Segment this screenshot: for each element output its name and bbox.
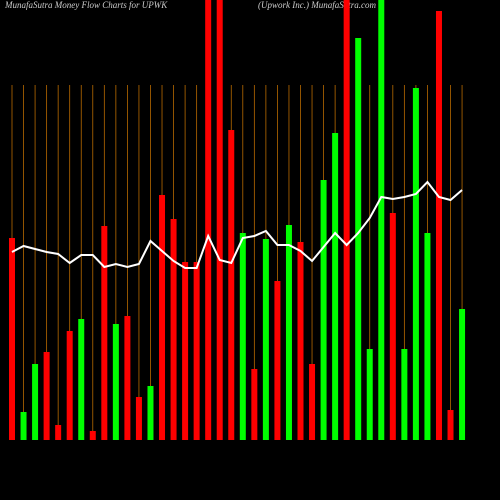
bar <box>55 425 62 440</box>
bar <box>170 219 177 440</box>
bar <box>262 239 269 440</box>
bar <box>424 233 431 440</box>
bar <box>435 11 442 440</box>
bar <box>447 410 454 440</box>
bar <box>459 309 466 440</box>
bar <box>412 88 419 440</box>
bar <box>43 352 50 440</box>
bar <box>147 386 154 440</box>
bar <box>205 0 212 440</box>
bar <box>78 319 85 440</box>
chart-title: MunafaSutra Money Flow Charts for UPWK <box>4 0 168 10</box>
bar <box>309 364 316 440</box>
bar <box>274 281 281 440</box>
bar <box>20 412 27 440</box>
bar <box>297 242 304 440</box>
bar <box>355 38 362 440</box>
bar <box>89 431 96 440</box>
bar <box>343 0 350 440</box>
bar <box>366 349 373 440</box>
bar <box>320 180 327 440</box>
bar <box>32 364 39 440</box>
bar <box>228 130 235 440</box>
bar <box>66 331 73 440</box>
bar <box>285 225 292 440</box>
bar <box>101 226 108 440</box>
bar <box>378 0 385 440</box>
bar <box>9 238 15 440</box>
bar <box>182 262 189 440</box>
bar <box>216 0 223 440</box>
bar <box>251 369 258 440</box>
money-flow-line <box>11 180 463 269</box>
bar <box>124 316 131 440</box>
bar <box>159 195 166 440</box>
bar <box>135 397 142 440</box>
bar <box>239 233 246 440</box>
bar <box>193 262 200 440</box>
bar <box>389 213 396 440</box>
chart-subtitle: (Upwork Inc.) MunafaSutra.com <box>258 0 376 10</box>
bar <box>401 349 408 440</box>
bar <box>112 324 119 440</box>
bar <box>332 133 339 440</box>
